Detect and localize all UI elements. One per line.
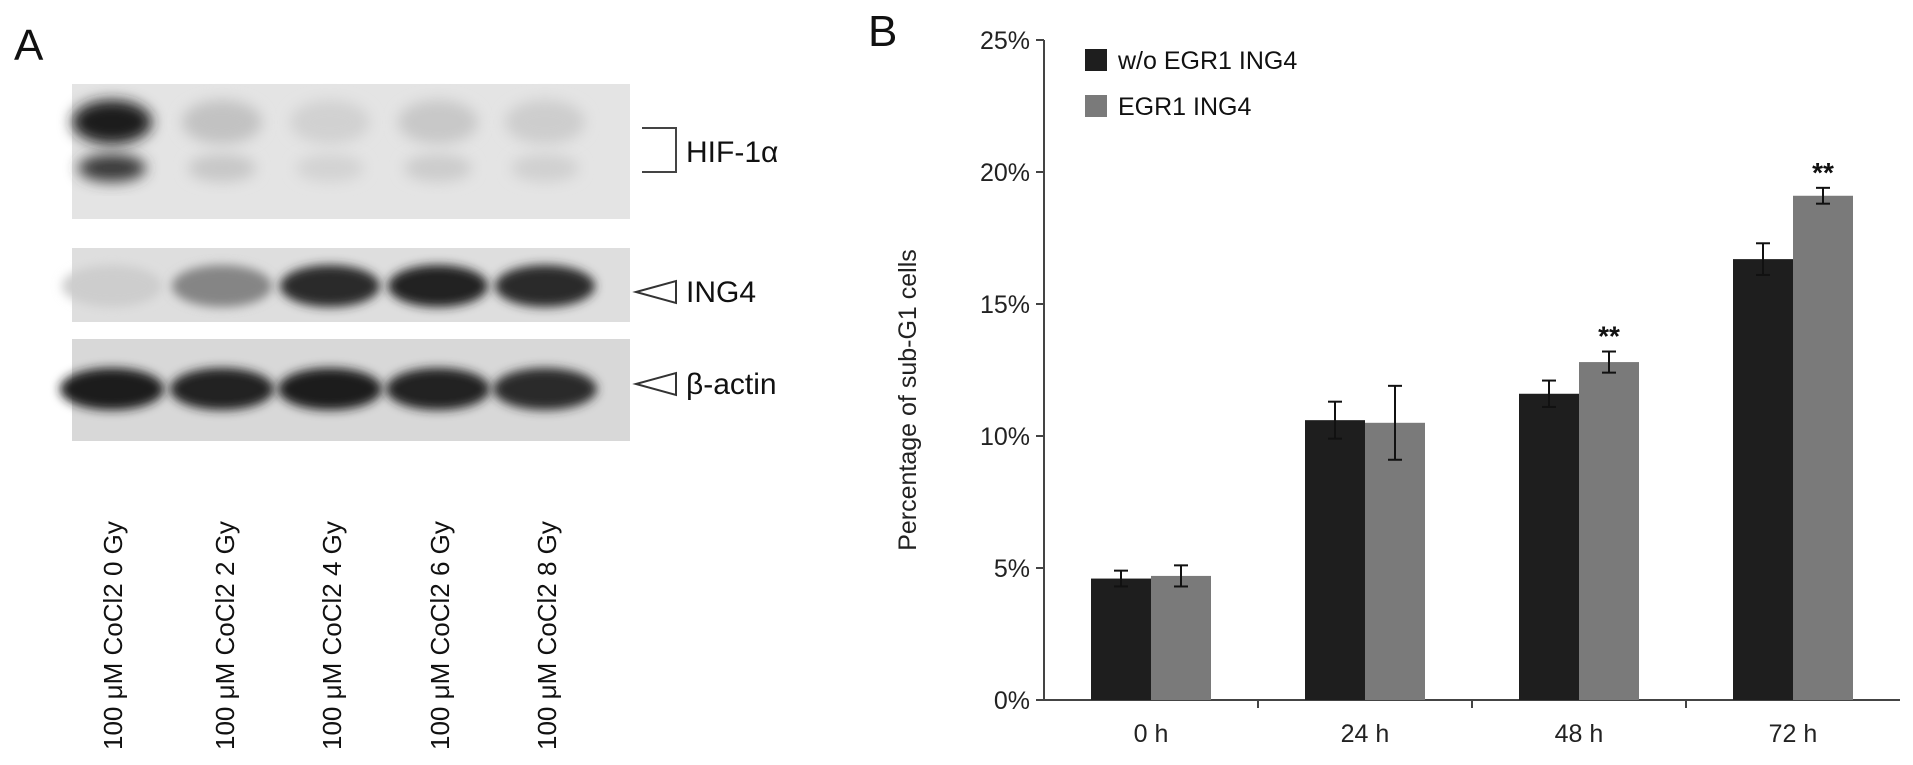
ing4-arrow-icon — [632, 279, 677, 305]
bar-series-2 — [1579, 362, 1639, 700]
panel-b-bar-chart: B Percentage of sub-G1 cells 0% 5% 10% 15% 2… — [868, 7, 1900, 748]
lane-label-4: 100 μM CoCl2 6 Gy — [425, 521, 455, 750]
ing4-bands — [62, 265, 595, 307]
y-tick-label: 20% — [980, 159, 1030, 187]
bar-series-1 — [1305, 420, 1365, 700]
x-tick-label: 24 h — [1341, 720, 1390, 748]
hif-band-upper — [72, 100, 152, 144]
lane-label-3: 100 μM CoCl2 4 Gy — [317, 521, 347, 750]
y-tick-label: 10% — [980, 423, 1030, 451]
hif-band-lower — [296, 154, 364, 182]
actin-band — [278, 368, 382, 410]
legend-swatch-series-1 — [1085, 49, 1107, 71]
lane-label-1: 100 μM CoCl2 0 Gy — [98, 521, 128, 750]
hif-band-lower — [511, 154, 579, 182]
actin-band — [493, 368, 597, 410]
hif-band-lower — [188, 154, 256, 182]
ing4-band — [280, 265, 380, 307]
ing4-band — [172, 265, 272, 307]
legend-label-series-1: w/o EGR1 ING4 — [1117, 47, 1297, 75]
bar-series-2 — [1151, 575, 1211, 700]
bar-series-1 — [1733, 259, 1793, 700]
actin-band — [60, 368, 164, 410]
bar-series-2 — [1365, 422, 1425, 700]
ing4-band — [62, 265, 162, 307]
bar-series-2 — [1793, 195, 1853, 700]
ing4-band — [495, 265, 595, 307]
hif-band-upper — [290, 100, 370, 144]
actin-bands — [60, 368, 597, 410]
y-tick-label: 5% — [994, 555, 1030, 583]
panel-b-letter: B — [868, 7, 897, 56]
hif-band-upper — [505, 100, 585, 144]
ing4-band — [388, 265, 488, 307]
legend: w/o EGR1 ING4 EGR1 ING4 — [1085, 47, 1297, 121]
actin-band — [170, 368, 274, 410]
panel-a-western-blot: A HIF-1α ING4 β-actin 100 μM CoCl2 0 Gy … — [14, 21, 778, 750]
legend-swatch-series-2 — [1085, 95, 1107, 117]
actin-band — [386, 368, 490, 410]
significance-label: ** — [1598, 321, 1620, 352]
lane-label-2: 100 μM CoCl2 2 Gy — [210, 521, 240, 750]
y-tick-label: 25% — [980, 27, 1030, 55]
hif-band-lower — [78, 154, 146, 182]
hif-band-upper — [182, 100, 262, 144]
actin-arrow-icon — [632, 371, 677, 397]
panel-a-letter: A — [14, 21, 44, 70]
x-tick-label: 48 h — [1555, 720, 1604, 748]
lane-label-5: 100 μM CoCl2 8 Gy — [532, 521, 562, 750]
y-tick-label: 15% — [980, 291, 1030, 319]
x-tick-label: 0 h — [1134, 720, 1169, 748]
legend-label-series-2: EGR1 ING4 — [1118, 93, 1251, 121]
significance-label: ** — [1812, 157, 1834, 188]
bar-series-1 — [1091, 578, 1151, 700]
hif-bands — [72, 100, 585, 182]
chart-plot: 0% 5% 10% 15% 20% 25% 0 h 24 h 48 h ** 72 h ** — [980, 27, 1900, 748]
lane-labels: 100 μM CoCl2 0 Gy 100 μM CoCl2 2 Gy 100 … — [98, 521, 562, 750]
beta-actin-label: β-actin — [686, 368, 777, 401]
y-axis-label: Percentage of sub-G1 cells — [894, 249, 922, 551]
x-tick-label: 72 h — [1769, 720, 1818, 748]
bar-series-1 — [1519, 393, 1579, 700]
hif-band-lower — [404, 154, 472, 182]
ing4-label: ING4 — [686, 276, 756, 309]
hif-band-upper — [398, 100, 478, 144]
hif-bracket — [642, 127, 677, 173]
hif-1a-label: HIF-1α — [686, 136, 778, 169]
y-tick-label: 0% — [994, 687, 1030, 715]
